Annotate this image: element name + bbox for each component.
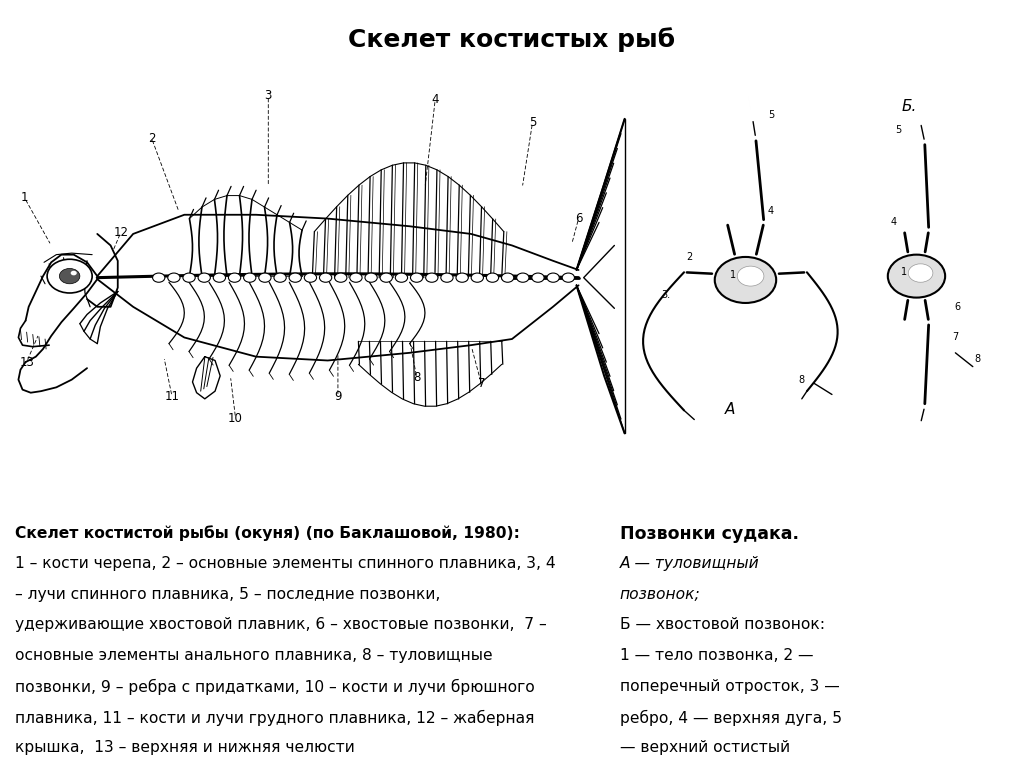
Circle shape xyxy=(486,273,499,282)
Circle shape xyxy=(259,273,271,282)
Text: 9: 9 xyxy=(334,390,342,403)
Circle shape xyxy=(365,273,377,282)
Circle shape xyxy=(888,255,945,298)
Text: 6: 6 xyxy=(574,212,583,225)
Text: 1: 1 xyxy=(20,192,29,204)
Circle shape xyxy=(440,273,453,282)
Text: – лучи спинного плавника, 5 – последние позвонки,: – лучи спинного плавника, 5 – последние … xyxy=(15,587,440,602)
Circle shape xyxy=(228,273,241,282)
Circle shape xyxy=(244,273,256,282)
Text: 4: 4 xyxy=(891,217,897,228)
Text: 2: 2 xyxy=(147,132,156,144)
Text: Позвонки судака.: Позвонки судака. xyxy=(620,525,799,543)
Circle shape xyxy=(319,273,332,282)
Text: 10: 10 xyxy=(228,412,243,424)
Circle shape xyxy=(335,273,347,282)
Circle shape xyxy=(471,273,483,282)
Circle shape xyxy=(502,273,514,282)
Text: плавника, 11 – кости и лучи грудного плавника, 12 – жаберная: плавника, 11 – кости и лучи грудного пла… xyxy=(15,709,535,726)
Circle shape xyxy=(380,273,392,282)
Text: 3.: 3. xyxy=(662,290,670,301)
Circle shape xyxy=(183,273,196,282)
Text: 13: 13 xyxy=(19,356,34,368)
Text: 1: 1 xyxy=(901,266,907,277)
Text: 12: 12 xyxy=(114,226,128,239)
Text: крышка,  13 – верхняя и нижняя челюсти: крышка, 13 – верхняя и нижняя челюсти xyxy=(15,740,355,755)
Text: 8: 8 xyxy=(975,354,981,364)
Text: 4: 4 xyxy=(431,94,439,106)
Text: 1: 1 xyxy=(730,270,736,281)
Text: Б — хвостовой позвонок:: Б — хвостовой позвонок: xyxy=(620,617,824,633)
Text: удерживающие хвостовой плавник, 6 – хвостовые позвонки,  7 –: удерживающие хвостовой плавник, 6 – хвос… xyxy=(15,617,547,633)
Text: 5: 5 xyxy=(895,125,901,136)
Text: 8: 8 xyxy=(799,374,805,385)
Circle shape xyxy=(715,257,776,303)
Circle shape xyxy=(213,273,225,282)
Text: 7: 7 xyxy=(952,332,958,343)
Circle shape xyxy=(908,264,933,282)
Text: 7: 7 xyxy=(477,377,485,390)
Text: 8: 8 xyxy=(413,371,421,384)
Text: 1 – кости черепа, 2 – основные элементы спинного плавника, 3, 4: 1 – кости черепа, 2 – основные элементы … xyxy=(15,556,556,571)
Circle shape xyxy=(168,273,180,282)
Circle shape xyxy=(411,273,423,282)
Circle shape xyxy=(198,273,210,282)
Text: А: А xyxy=(725,402,735,417)
Circle shape xyxy=(350,273,362,282)
Text: — верхний остистый: — верхний остистый xyxy=(620,740,790,755)
Circle shape xyxy=(547,273,559,282)
Circle shape xyxy=(456,273,468,282)
Text: 2: 2 xyxy=(686,252,692,262)
Text: основные элементы анального плавника, 8 – туловищные: основные элементы анального плавника, 8 … xyxy=(15,648,493,663)
Text: Скелет костистой рыбы (окуня) (по Баклашовой, 1980):: Скелет костистой рыбы (окуня) (по Баклаш… xyxy=(15,525,520,542)
Text: позвонки, 9 – ребра с придатками, 10 – кости и лучи брюшного: позвонки, 9 – ребра с придатками, 10 – к… xyxy=(15,679,536,695)
Circle shape xyxy=(531,273,544,282)
Circle shape xyxy=(274,273,287,282)
Circle shape xyxy=(71,271,77,275)
Text: 6: 6 xyxy=(954,301,961,312)
Text: 4: 4 xyxy=(768,206,774,216)
Circle shape xyxy=(517,273,529,282)
Text: 5: 5 xyxy=(768,110,774,120)
Text: А — туловищный: А — туловищный xyxy=(620,556,759,571)
Circle shape xyxy=(304,273,316,282)
Text: 5: 5 xyxy=(528,117,537,129)
Circle shape xyxy=(47,259,92,293)
Text: позвонок;: позвонок; xyxy=(620,587,700,602)
Circle shape xyxy=(59,268,80,284)
Text: Б.: Б. xyxy=(901,99,916,114)
Circle shape xyxy=(426,273,438,282)
Text: ребро, 4 — верхняя дуга, 5: ребро, 4 — верхняя дуга, 5 xyxy=(620,709,842,726)
Text: 1 — тело позвонка, 2 —: 1 — тело позвонка, 2 — xyxy=(620,648,813,663)
Text: 3: 3 xyxy=(264,90,272,102)
Circle shape xyxy=(562,273,574,282)
Text: поперечный отросток, 3 —: поперечный отросток, 3 — xyxy=(620,679,840,694)
Circle shape xyxy=(289,273,301,282)
Circle shape xyxy=(153,273,165,282)
Text: Скелет костистых рыб: Скелет костистых рыб xyxy=(348,27,676,51)
Text: 11: 11 xyxy=(165,390,179,403)
Circle shape xyxy=(737,266,764,286)
Circle shape xyxy=(395,273,408,282)
